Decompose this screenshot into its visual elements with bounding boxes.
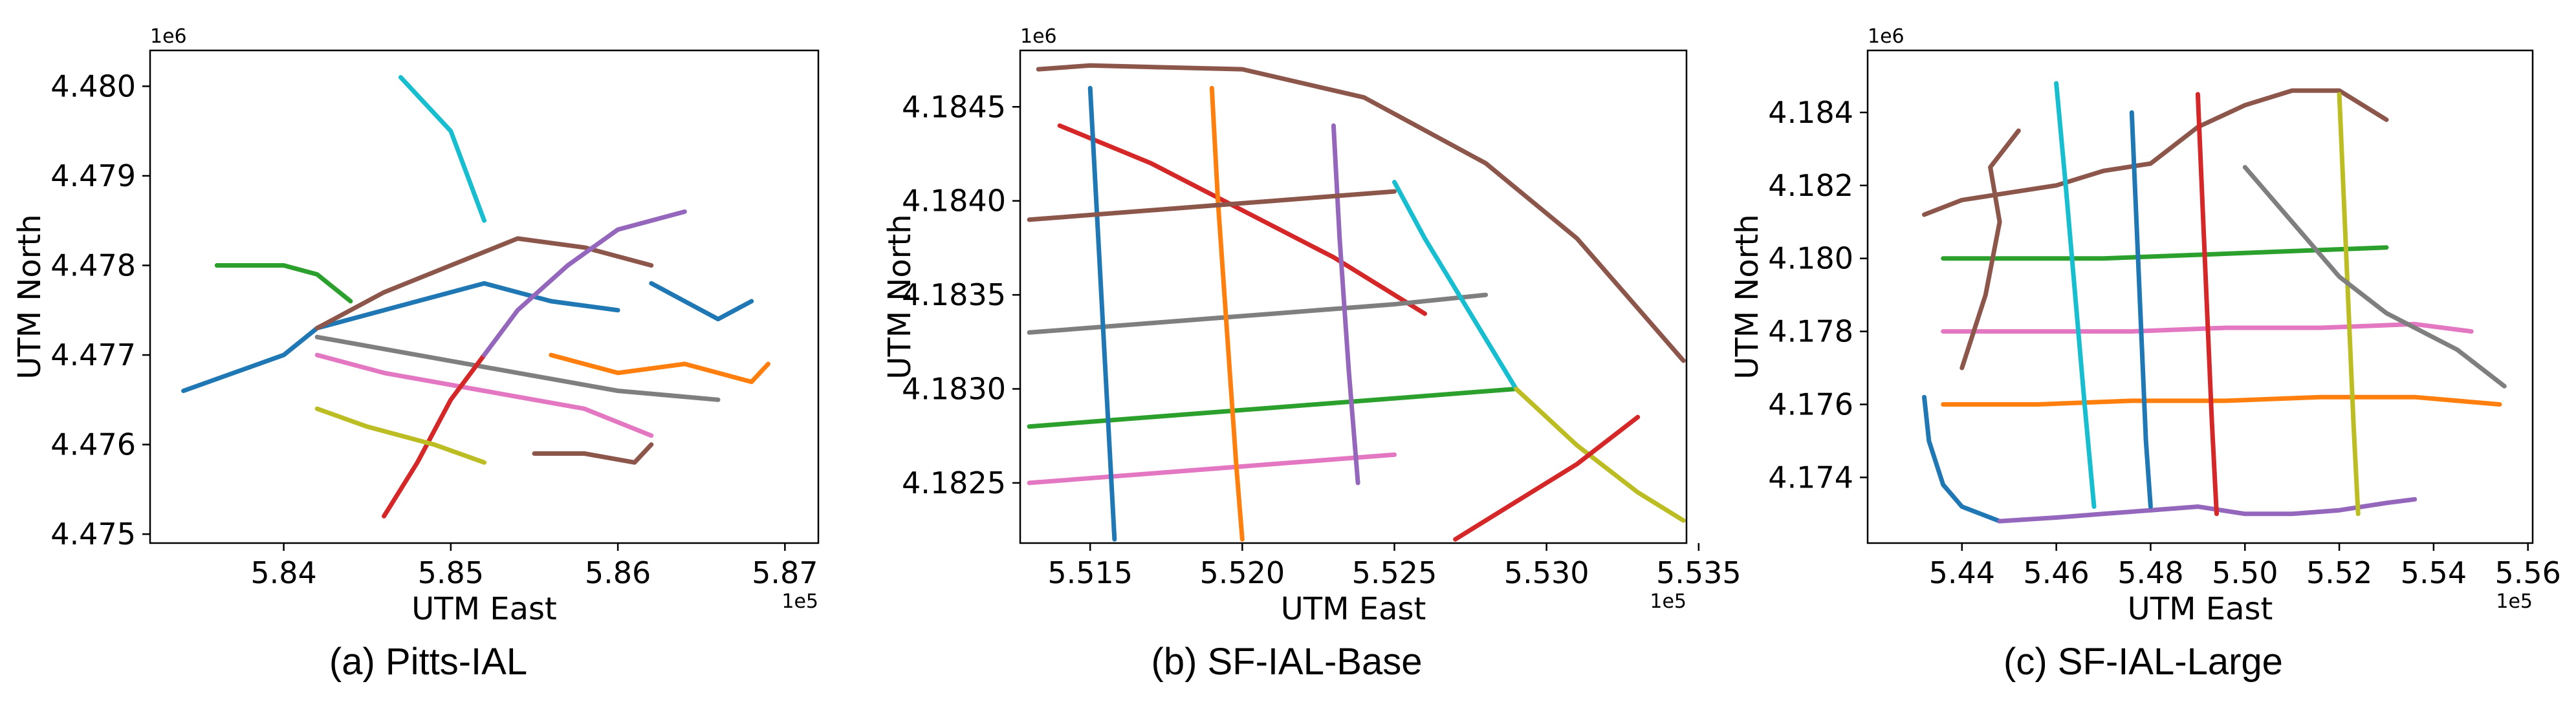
y-tick-label: 4.1845: [902, 89, 1006, 124]
x-tick-label: 5.52: [2306, 555, 2372, 590]
series-line: [1941, 321, 2474, 334]
x-tick-label: 5.525: [1352, 555, 1437, 590]
axes-frame: [149, 49, 820, 544]
series-line: [2129, 110, 2153, 509]
axes-frame: [1019, 49, 1688, 544]
x-axis-label: UTM East: [1281, 591, 1426, 627]
y-tick-label: 4.1835: [902, 277, 1006, 312]
x-tick-label: 5.46: [2023, 555, 2089, 590]
y-offset-label: 1e6: [1868, 25, 1905, 48]
series-line: [1027, 292, 1489, 335]
series-line: [649, 281, 754, 322]
x-tick-label: 5.535: [1656, 555, 1741, 590]
y-tick-label: 4.476: [50, 427, 136, 462]
y-tick-label: 4.479: [50, 158, 136, 193]
y-tick-label: 4.477: [50, 337, 136, 372]
caption-a: (a) Pitts-IAL: [329, 641, 528, 683]
series-line: [482, 209, 687, 358]
y-tick-label: 4.1830: [902, 372, 1006, 407]
y-offset-label: 1e6: [150, 25, 187, 48]
y-axis-label: UTM North: [1729, 214, 1765, 379]
series-line: [214, 263, 353, 304]
series-line: [181, 281, 620, 393]
series-line: [314, 334, 721, 402]
series-line: [398, 75, 486, 223]
series-line: [1087, 85, 1117, 542]
y-tick-label: 4.1840: [902, 184, 1006, 219]
series-line: [549, 352, 770, 385]
series-line: [1057, 123, 1427, 316]
x-axis-label: UTM East: [2128, 591, 2273, 627]
x-tick-label: 5.520: [1199, 555, 1285, 590]
axes-frame: [1866, 49, 2534, 544]
x-axis-label: UTM East: [411, 591, 557, 627]
x-tick-label: 5.84: [250, 555, 316, 590]
series-line: [1997, 497, 2418, 524]
x-tick-label: 5.50: [2212, 555, 2278, 590]
chart-sf-ial-base: 5.515 5.520 5.525 5.530 5.535 4.1825 4.1830 4.1…: [882, 25, 1741, 627]
data-layer: [1027, 63, 1686, 542]
x-tick-label: 5.87: [752, 555, 818, 590]
caption-b: (b) SF-IAL-Base: [1151, 641, 1423, 683]
series-line: [2337, 92, 2361, 517]
x-tick-label: 5.85: [418, 555, 484, 590]
y-tick-label: 4.480: [50, 69, 136, 103]
y-tick-label: 4.180: [1768, 241, 1853, 276]
y-tick-label: 4.176: [1768, 387, 1853, 422]
series-line: [1331, 123, 1360, 486]
series-line: [1941, 394, 2502, 407]
x-tick-label: 5.86: [585, 555, 651, 590]
data-layer: [1922, 81, 2507, 524]
y-axis-label: UTM North: [882, 214, 918, 379]
caption-c: (c) SF-IAL-Large: [2003, 641, 2283, 683]
series-line: [2242, 165, 2507, 389]
y-tick-label: 4.475: [50, 517, 136, 551]
series-line: [1027, 189, 1397, 222]
series-line: [1027, 387, 1519, 429]
y-axis-label: UTM North: [12, 214, 48, 379]
data-layer: [181, 75, 770, 519]
x-tick-label: 5.530: [1504, 555, 1589, 590]
chart-sf-ial-large: 5.44 5.46 5.48 5.50 5.52 5.54 5.56 4.174 4.176 4.…: [1729, 25, 2561, 627]
y-tick-label: 4.178: [1768, 314, 1853, 349]
series-line: [1209, 85, 1245, 542]
series-line: [1392, 180, 1519, 391]
y-tick-label: 4.478: [50, 248, 136, 283]
y-tick-label: 4.184: [1768, 95, 1853, 130]
x-tick-label: 5.54: [2401, 555, 2467, 590]
y-tick-label: 4.182: [1768, 168, 1853, 203]
series-line: [1922, 394, 2002, 524]
y-offset-label: 1e6: [1020, 25, 1057, 48]
series-line: [1959, 128, 2021, 370]
series-line: [2054, 81, 2097, 509]
x-tick-label: 5.44: [1929, 555, 1995, 590]
x-offset-label: 1e5: [2496, 590, 2533, 613]
x-tick-label: 5.515: [1047, 555, 1133, 590]
chart-pitts-ial: 5.84 5.85 5.86 5.87 4.475 4.476 4.477 4.478 4.47…: [12, 25, 820, 627]
series-line: [532, 442, 654, 465]
series-line: [314, 406, 486, 465]
series-line: [1514, 387, 1686, 523]
series-line: [1027, 452, 1397, 486]
y-tick-label: 4.174: [1768, 460, 1853, 495]
x-tick-label: 5.48: [2117, 555, 2183, 590]
x-offset-label: 1e5: [781, 590, 818, 613]
series-line: [314, 352, 654, 438]
series-line: [1453, 414, 1641, 542]
x-tick-label: 5.56: [2494, 555, 2560, 590]
series-line: [314, 236, 654, 330]
series-line: [2195, 92, 2219, 517]
series-line: [382, 352, 486, 519]
x-offset-label: 1e5: [1650, 590, 1686, 613]
series-line: [1036, 63, 1686, 363]
series-line: [1941, 245, 2389, 261]
y-tick-label: 4.1825: [902, 466, 1006, 500]
